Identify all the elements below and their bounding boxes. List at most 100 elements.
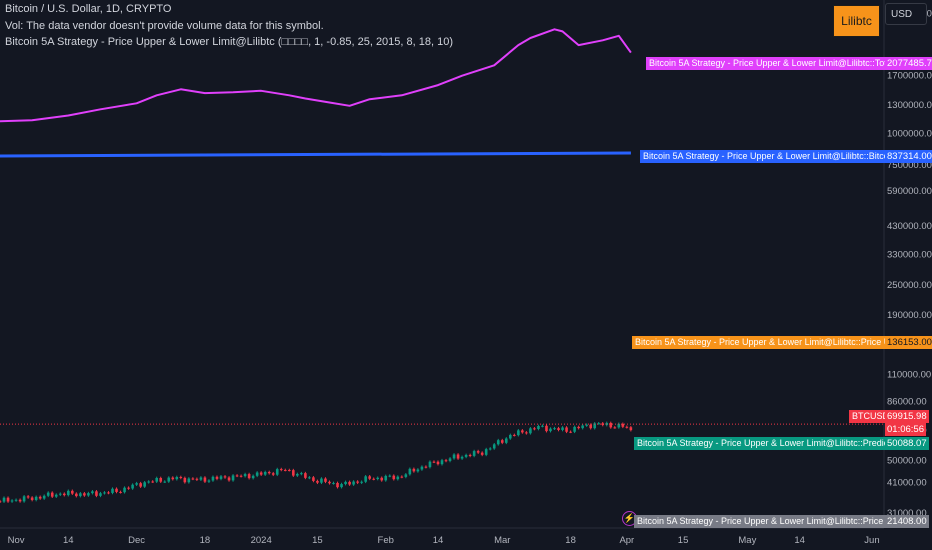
candle-body: [207, 480, 211, 482]
candle-body: [131, 484, 134, 489]
candle-body: [376, 477, 380, 479]
candle-body: [115, 488, 118, 492]
candle-body: [308, 477, 311, 479]
candle-body: [107, 492, 110, 494]
lilibtc-logo: Lilibtc: [833, 5, 880, 37]
indicator-legend[interactable]: Bitcoin 5A Strategy - Price Upper & Lowe…: [5, 36, 454, 48]
x-tick-label: 18: [200, 535, 211, 546]
x-tick-label: 2024: [251, 535, 272, 546]
total-equity-line: [0, 28, 632, 123]
equity-value-tag: 2077485.74: [885, 57, 932, 70]
x-tick-label: Nov: [8, 535, 25, 546]
candle-body: [436, 461, 440, 465]
candle-body: [328, 481, 331, 484]
volume-note: Vol: The data vendor doesn't provide vol…: [5, 20, 324, 32]
candle-body: [408, 468, 412, 475]
candle-body: [412, 468, 416, 472]
candle-body: [235, 475, 239, 477]
candle-body: [191, 478, 195, 480]
candle-body: [18, 499, 22, 502]
equity-series-label: Bitcoin 5A Strategy - Price Upper & Lowe…: [646, 57, 925, 70]
candle-body: [79, 493, 82, 497]
x-tick-label: 14: [433, 535, 444, 546]
candle-body: [581, 425, 584, 429]
candle-body: [111, 488, 114, 493]
candle-body: [223, 476, 227, 478]
candle-body: [480, 452, 484, 455]
candle-body: [368, 476, 371, 479]
candle-body: [50, 492, 54, 497]
candle-body: [609, 422, 613, 428]
candle-body: [143, 482, 146, 487]
candle-body: [239, 475, 243, 477]
candle-body: [95, 491, 98, 496]
symbol-title: Bitcoin / U.S. Dollar, 1D, CRYPTO: [5, 3, 172, 15]
candle-body: [593, 423, 596, 429]
candle-body: [300, 473, 303, 475]
candle-body: [340, 484, 343, 488]
predicted-value-tag: 50088.07: [885, 437, 929, 450]
candle-body: [613, 427, 617, 429]
candle-body: [10, 500, 14, 502]
candle-body: [601, 423, 605, 426]
candle-body: [123, 487, 126, 493]
candle-body: [46, 492, 50, 496]
candle-body: [167, 477, 171, 482]
candle-body: [6, 497, 10, 502]
candle-body: [259, 472, 263, 475]
candle-body: [135, 483, 138, 485]
candle-body: [565, 427, 568, 432]
x-tick-label: 15: [678, 535, 689, 546]
candle-body: [243, 474, 247, 477]
blocks-series-label: Bitcoin 5A Strategy - Price Upper & Lowe…: [640, 150, 928, 163]
candle-body: [275, 469, 279, 475]
candle-body: [561, 427, 564, 430]
y-tick-label: 31000.00: [887, 508, 927, 519]
candle-body: [496, 440, 500, 445]
predicted-series-label: Bitcoin 5A Strategy - Price Upper & Lowe…: [634, 437, 926, 450]
candle-body: [332, 482, 335, 484]
x-tick-label: Dec: [128, 535, 145, 546]
candle-body: [267, 471, 271, 474]
candle-body: [549, 428, 552, 432]
candle-body: [22, 496, 26, 502]
candle-body: [392, 475, 396, 480]
y-tick-label: 86000.00: [887, 397, 927, 408]
candle-body: [352, 481, 355, 485]
candle-body: [163, 481, 167, 483]
candle-body: [271, 473, 275, 475]
y-tick-label: 190000.00: [887, 310, 932, 321]
candle-body: [460, 456, 464, 459]
x-tick-label: 15: [312, 535, 323, 546]
bitcoin-blocks-line: [0, 151, 631, 158]
y-tick-label: 50000.00: [887, 456, 927, 467]
y-tick-label: 1300000.00: [887, 100, 932, 111]
candle-body: [58, 493, 62, 495]
candle-body: [456, 454, 460, 459]
candle-body: [416, 469, 420, 472]
candle-body: [364, 476, 367, 482]
candle-body: [440, 460, 444, 465]
candle-body: [476, 451, 480, 453]
candle-body: [34, 496, 38, 501]
candle-body: [468, 454, 472, 456]
currency-button[interactable]: USD: [885, 3, 927, 25]
candle-body: [529, 428, 532, 434]
candle-body: [215, 476, 219, 479]
y-tick-label: 330000.00: [887, 250, 932, 261]
candle-body: [585, 424, 588, 426]
candle-body: [372, 478, 375, 480]
candle-body: [38, 496, 42, 499]
upperlimit-value-tag: 136153.00: [885, 336, 932, 349]
candle-body: [541, 425, 544, 427]
y-tick-label: 430000.00: [887, 221, 932, 232]
candle-body: [87, 493, 90, 496]
x-tick-label: Mar: [494, 535, 510, 546]
candle-body: [171, 477, 175, 480]
candle-body: [179, 476, 183, 478]
candle-body: [279, 469, 283, 471]
candle-body: [251, 475, 255, 479]
candle-body: [396, 476, 400, 480]
candle-body: [14, 499, 18, 501]
